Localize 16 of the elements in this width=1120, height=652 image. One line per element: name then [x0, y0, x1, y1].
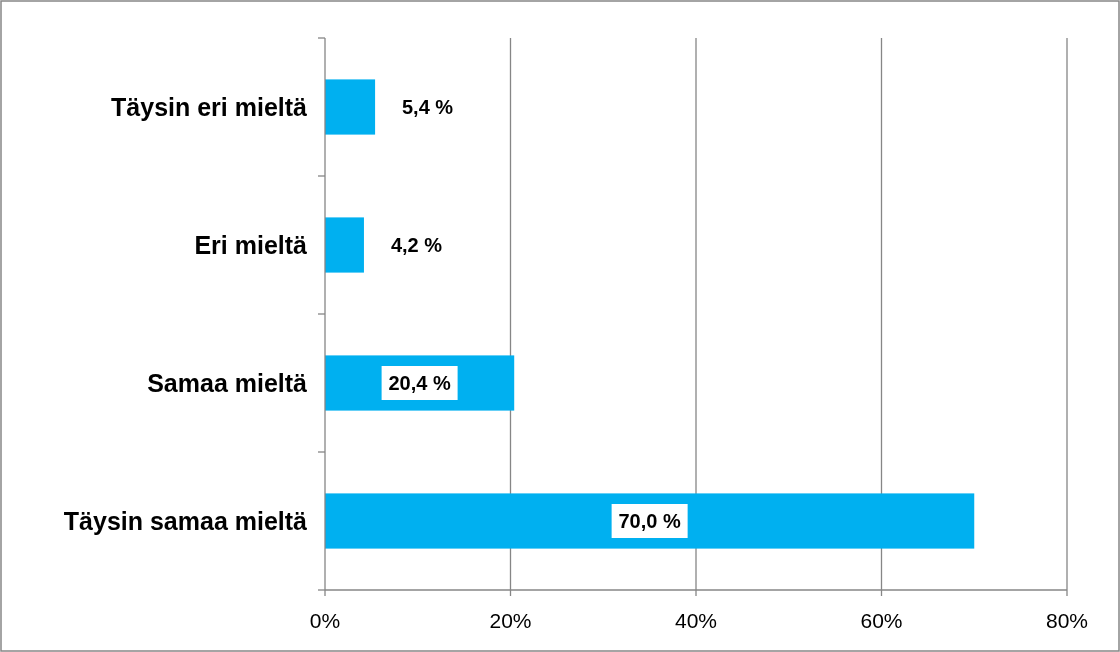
x-tick-label: 0%	[309, 609, 341, 632]
bar	[325, 493, 975, 549]
x-tick-label: 40%	[674, 609, 718, 632]
y-tick-label: Täysin eri mieltä	[111, 92, 308, 121]
data-label: 4,2 %	[390, 234, 443, 256]
x-tick-label: 60%	[860, 609, 903, 632]
y-tick-label: Eri mieltä	[194, 230, 308, 259]
data-label: 20,4 %	[388, 372, 451, 394]
data-label: 5,4 %	[402, 96, 454, 118]
y-tick-label: Samaa mieltä	[147, 368, 308, 397]
data-label: 70,0 %	[618, 510, 681, 532]
x-tick-label: 80%	[1045, 609, 1089, 632]
y-tick-label: Täysin samaa mieltä	[63, 506, 308, 535]
bar	[325, 217, 364, 273]
bar	[325, 79, 376, 135]
x-tick-label: 20%	[489, 609, 532, 632]
